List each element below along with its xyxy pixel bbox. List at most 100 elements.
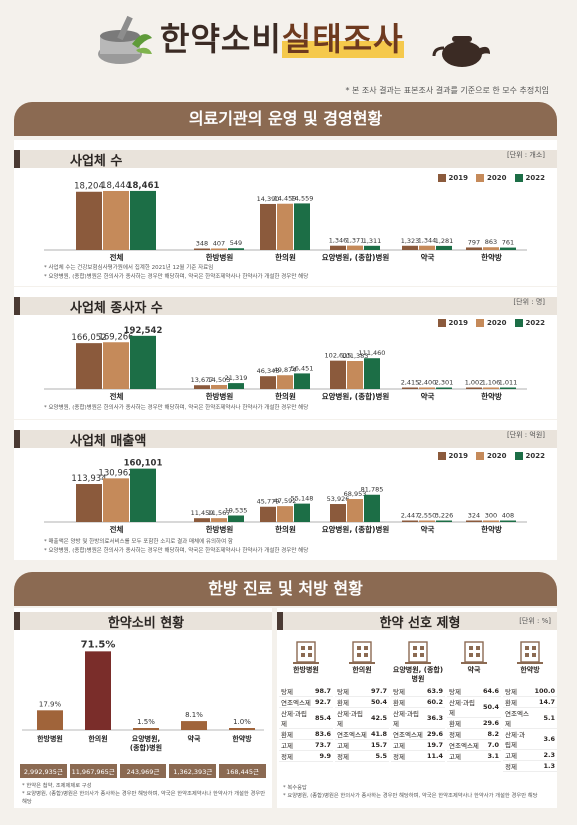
section-treatment-title: 한방 진료 및 처방 현황	[14, 572, 557, 606]
category-label: 한의원	[275, 391, 296, 401]
form-percent: 92.7	[312, 696, 333, 708]
form-percent: 63.9	[424, 686, 445, 697]
employees-card: 사업체 종사자 수 [단위 : 명] 2019 2020 2022 166,05…	[14, 287, 557, 419]
bar-2019-3	[330, 245, 346, 250]
bar-2020-5	[483, 247, 499, 250]
building-icon	[293, 641, 319, 664]
building-icon	[517, 641, 543, 664]
form-type: 환제	[503, 696, 533, 708]
consumption-amounts: 2,992,935근 11,967,965근 243,969근 1,362,39…	[20, 764, 266, 778]
legend-item-2022: 2022	[514, 452, 545, 460]
table-row: 환제 83.6	[279, 728, 333, 740]
bar-2019-3	[330, 504, 346, 522]
data-label: 47,592	[274, 497, 297, 505]
table-row: 연조엑스제 41.8	[335, 728, 389, 740]
data-label: 49,874	[274, 366, 297, 374]
data-label: 408	[502, 512, 514, 520]
page-title: 한약소비실태조사	[160, 20, 404, 58]
form-percent: 14.7	[532, 696, 557, 708]
bar-2019-0	[76, 343, 102, 389]
category-label: 요양병원, (종합)병원	[322, 391, 390, 401]
bar-2019-4	[402, 387, 418, 389]
data-label: 8.1%	[185, 711, 203, 719]
preference-unit: [단위 : %]	[519, 617, 551, 625]
category-label: 요양병원,	[132, 734, 160, 743]
data-label: 71.5%	[81, 639, 116, 650]
bar-2020-4	[419, 520, 435, 522]
form-percent: 3.1	[480, 750, 501, 762]
table-row: 환제 60.2	[391, 696, 445, 708]
form-percent: 3.6	[532, 728, 557, 750]
form-type: 연조엑스제	[335, 728, 369, 740]
bar-2019-5	[466, 387, 482, 389]
table-row: 고제 2.3	[503, 749, 557, 761]
data-label: 14,459	[274, 195, 297, 203]
data-label: 1,344	[418, 237, 437, 245]
form-type: 연조엑스제	[391, 728, 425, 740]
revenue-unit: [단위 : 억원]	[506, 431, 545, 439]
form-percent: 1.3	[532, 760, 557, 772]
bar-2022-2	[294, 503, 310, 522]
data-label: 1,311	[363, 237, 382, 245]
preference-column: 요양병원, (종합)병원 탕제 63.9 환제 60.2 산제·과립제 36.3 연조엑스제 2…	[391, 638, 445, 772]
category-label: 한약방	[232, 734, 252, 743]
bar-2022-0	[130, 468, 156, 522]
form-type: 탕제	[503, 686, 533, 697]
employees-footnotes: * 요양병원, (종합)병원은 한의사가 종사하는 경우만 해당하며, 약국은 …	[44, 405, 309, 411]
form-type: 정제	[335, 750, 369, 762]
amount-badge: 11,967,965근	[69, 764, 117, 778]
table-row: 환제 29.6	[447, 717, 501, 729]
bar-2019-4	[402, 245, 418, 250]
table-row: 탕제 100.0	[503, 686, 557, 697]
amount-badge: 1,362,393근	[169, 764, 217, 778]
bar-2022-0	[130, 190, 156, 250]
table-row: 탕제 98.7	[279, 686, 333, 697]
legend-item-2020: 2020	[476, 174, 507, 182]
bar-2020-1	[211, 384, 227, 389]
preference-table: 탕제 98.7 연조엑스제 92.7 산제·과립제 85.4 환제 83.6 고제 73.7 정제 9…	[279, 686, 333, 762]
table-row: 환제 50.4	[335, 696, 389, 708]
table-row: 정제 1.3	[503, 760, 557, 772]
form-percent: 29.6	[480, 717, 501, 729]
category-label: 한의원	[275, 524, 296, 534]
bar-2022-3	[364, 245, 380, 250]
data-label: 863	[485, 238, 497, 246]
data-label: 11,567	[208, 509, 231, 517]
bar-2020-3	[347, 360, 363, 389]
data-label: 1.0%	[233, 718, 251, 726]
revenue-header: 사업체 매출액	[14, 430, 557, 449]
consumption-card: 한약소비 현황 17.9% 한방병원 71.5% 한의원 1.5% 요양병원, (종합)병원…	[14, 608, 272, 808]
category-label: 한약방	[481, 524, 502, 534]
table-row: 정제 9.9	[279, 750, 333, 762]
form-percent: 60.2	[424, 696, 445, 708]
form-type: 고제	[391, 739, 425, 751]
data-label: 130,962	[98, 468, 133, 478]
bar-2022-0	[130, 335, 156, 389]
data-label: 53,926	[327, 495, 350, 503]
data-label: 1.5%	[137, 718, 155, 726]
form-type: 환제	[391, 696, 425, 708]
data-label: 113,934	[71, 474, 106, 484]
bar-3	[181, 721, 207, 730]
category-label: 전체	[110, 252, 124, 262]
bar-2022-4	[436, 245, 452, 250]
form-percent: 85.4	[312, 707, 333, 729]
form-percent: 29.6	[424, 728, 445, 740]
data-label: 18,204	[74, 182, 104, 192]
category-label: 요양병원, (종합)병원	[322, 252, 390, 262]
form-type: 탕제	[279, 686, 313, 697]
businesses-card: 사업체 수 [단위 : 개소] 2019 2020 2022 18,204 18,…	[14, 140, 557, 286]
bar-2019-0	[76, 484, 102, 522]
bar-2022-4	[436, 387, 452, 389]
column-name: 한방병원	[293, 666, 319, 674]
bar-2019-4	[402, 520, 418, 522]
bar-2020-3	[347, 499, 363, 522]
revenue-legend: 2019 2020 2022	[437, 452, 545, 460]
table-row: 환제 14.7	[503, 696, 557, 708]
form-type: 산제·과립제	[335, 707, 369, 729]
data-label: 169,266	[98, 332, 133, 342]
table-row: 산제·과립제 42.5	[335, 707, 389, 729]
form-type: 탕제	[335, 686, 369, 697]
consumption-header: 한약소비 현황	[14, 612, 272, 631]
